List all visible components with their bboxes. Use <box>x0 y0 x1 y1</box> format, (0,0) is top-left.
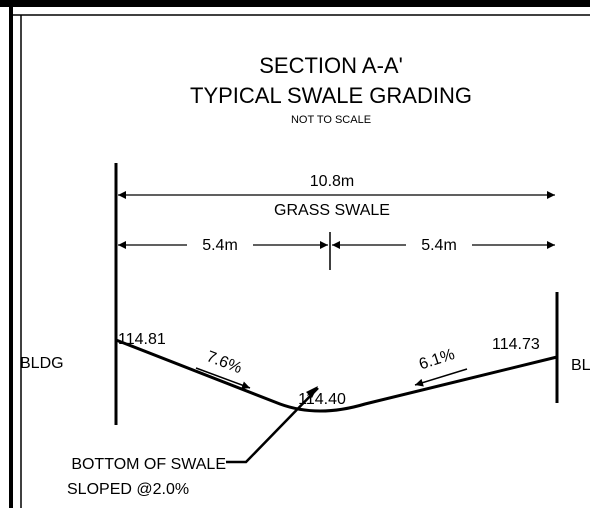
slope: 6.1% <box>417 346 457 373</box>
callout: SLOPED @2.0% <box>67 481 189 498</box>
frame-left <box>9 7 13 508</box>
elevation: 114.81 <box>118 331 166 348</box>
callout: BOTTOM OF SWALE <box>71 456 226 473</box>
leader-arrow <box>306 386 318 398</box>
frame-top <box>0 0 590 7</box>
elevation: 114.73 <box>492 336 540 353</box>
dimension-text: 10.8m <box>310 173 354 190</box>
note: NOT TO SCALE <box>291 114 371 126</box>
dimension-text: GRASS SWALE <box>274 202 390 219</box>
slope-arrow <box>195 367 251 389</box>
leader <box>226 387 319 464</box>
building-label: BLDG <box>20 355 64 372</box>
dimension-text: 5.4m <box>421 237 457 254</box>
title: SECTION A-A' <box>259 53 403 78</box>
dimension-text: 5.4m <box>202 237 238 254</box>
subtitle: TYPICAL SWALE GRADING <box>190 83 472 108</box>
slope-arrow <box>414 368 468 387</box>
building-label: BL <box>571 357 590 374</box>
swale-profile <box>115 338 558 413</box>
